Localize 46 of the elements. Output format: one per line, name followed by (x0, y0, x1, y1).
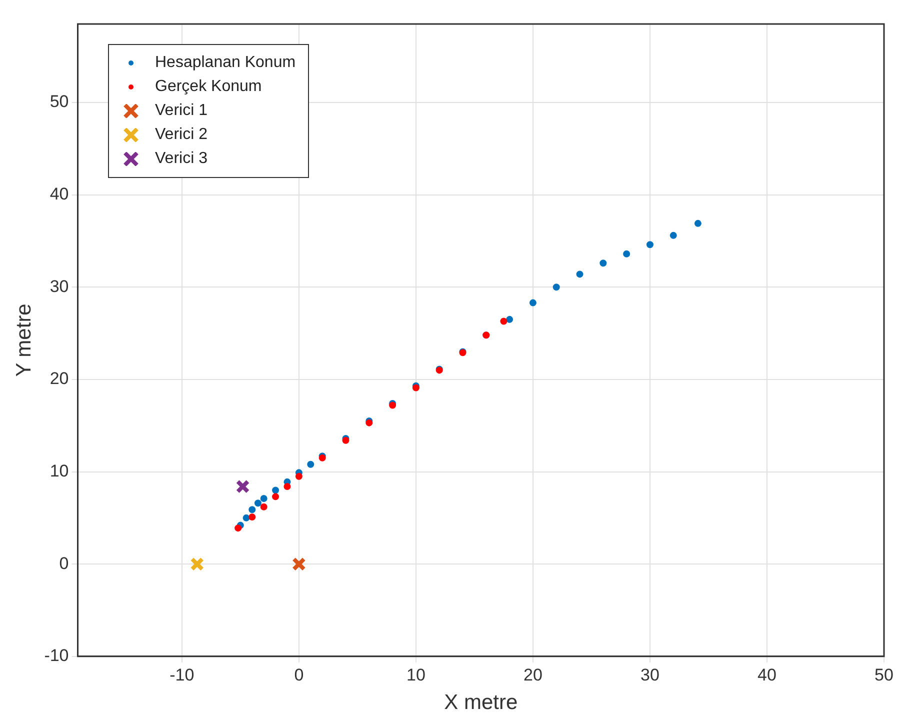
point (694, 220, 702, 227)
legend-label: Gerçek Konum (155, 78, 262, 96)
x-tick-label: 10 (406, 665, 426, 684)
point (576, 270, 584, 278)
x-tick-label: 50 (874, 665, 894, 684)
x-tick-label: 40 (758, 665, 776, 684)
point (248, 513, 256, 520)
y-tick-label: 40 (50, 184, 69, 204)
y-tick-label: 0 (59, 554, 69, 573)
legend-label: Verici 3 (155, 150, 208, 168)
y-tick-label: 20 (50, 369, 69, 388)
point (500, 318, 508, 325)
point (552, 284, 560, 291)
point (284, 483, 291, 490)
point (248, 506, 256, 514)
y-tick-label: 50 (50, 92, 69, 112)
point (190, 557, 204, 572)
point (260, 495, 268, 502)
y-tick-label: 10 (50, 461, 69, 480)
point (670, 232, 677, 239)
point (260, 503, 268, 510)
point (529, 299, 536, 306)
x-tick-label: -10 (170, 665, 194, 684)
y-axis-title: Y metre (12, 304, 36, 377)
x-tick-label: 20 (523, 665, 542, 684)
y-tick-label: 30 (50, 276, 69, 296)
point (295, 472, 302, 480)
legend-label: Verici 2 (155, 126, 208, 144)
point (234, 524, 242, 532)
x-tick-label: 30 (640, 665, 660, 684)
point (600, 260, 607, 267)
point (623, 250, 630, 258)
legend-label: Hesaplanan Konum (155, 54, 296, 72)
point (307, 460, 314, 468)
x-axis-title: X metre (444, 691, 518, 714)
point (272, 486, 280, 494)
point (272, 493, 280, 500)
point (236, 480, 250, 494)
point (506, 316, 514, 323)
point (242, 514, 250, 522)
y-tick-label: -10 (44, 646, 69, 666)
point (254, 500, 262, 507)
point (292, 557, 306, 572)
x-tick-label: 0 (294, 665, 304, 684)
legend-label: Verici 1 (155, 102, 208, 120)
point (646, 241, 654, 248)
